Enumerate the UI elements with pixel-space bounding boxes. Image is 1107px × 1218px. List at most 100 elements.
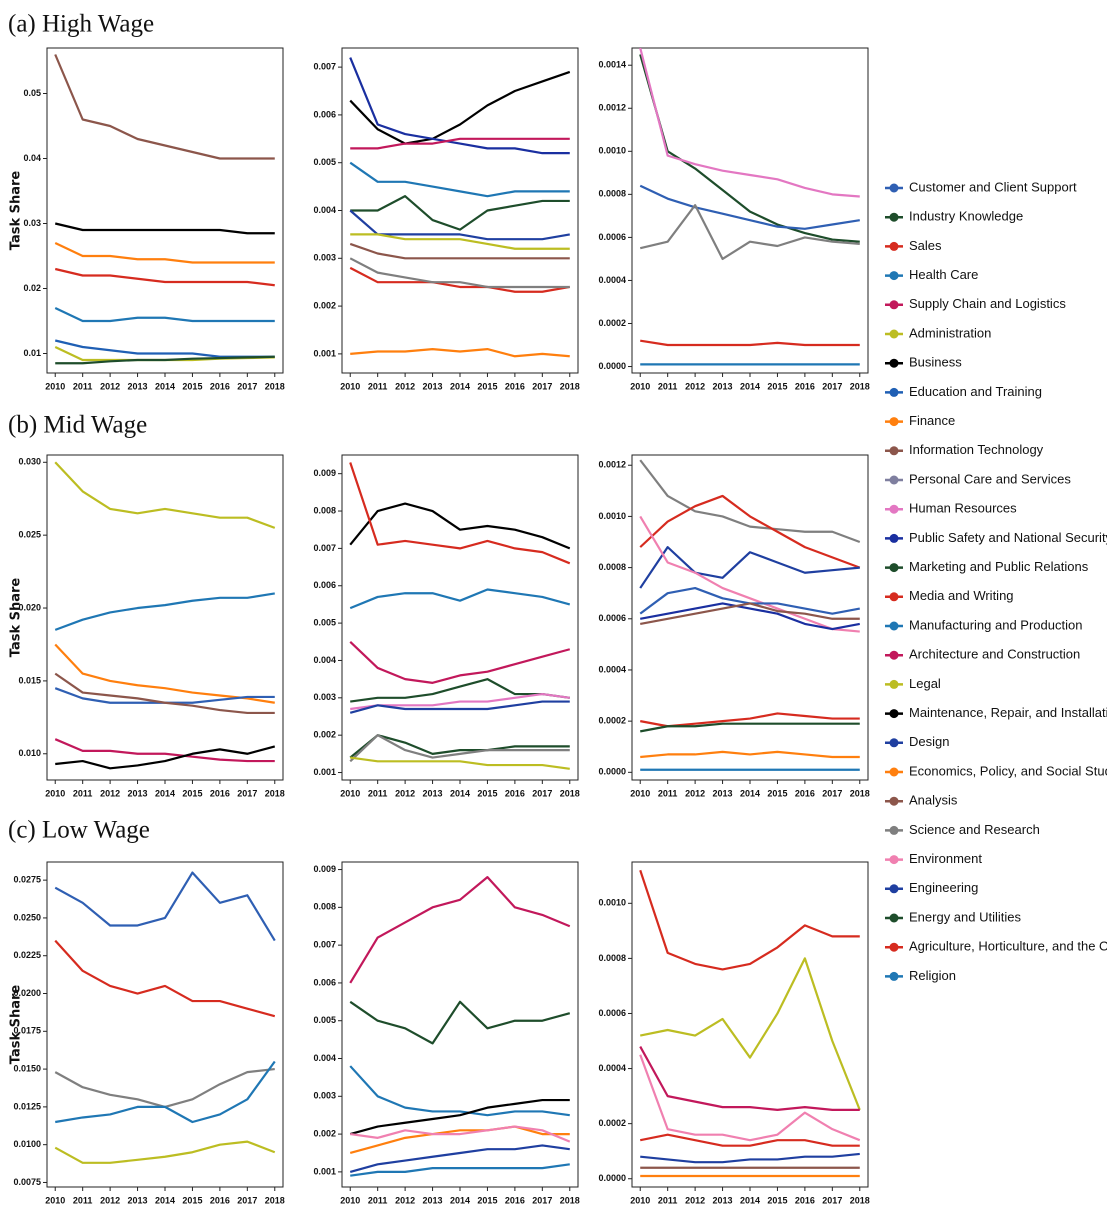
legend-marker [889,971,899,981]
x-tick-label: 2018 [265,788,285,798]
series-line [639,48,860,198]
x-tick-label: 2014 [740,1195,760,1205]
x-tick-label: 2012 [100,1195,120,1205]
legend-label: Economics, Policy, and Social Studies [909,763,1107,778]
legend-label: Personal Care and Services [909,471,1071,486]
legend-marker [889,241,899,251]
legend-entry: Engineering [885,880,978,895]
legend-entry: Human Resources [885,501,1017,516]
x-tick-label: 2014 [740,788,760,798]
x-tick-label: 2016 [795,1195,815,1205]
x-tick-label: 2016 [505,788,525,798]
x-tick-label: 2011 [658,381,678,391]
x-tick-label: 2011 [73,1195,93,1205]
y-tick-label: 0.0012 [598,460,626,470]
series-line [54,871,276,942]
x-tick-label: 2017 [237,381,257,391]
x-tick-label: 2015 [477,1195,497,1205]
x-tick-label: 2017 [822,381,842,391]
x-tick-label: 2013 [423,1195,443,1205]
legend-marker [889,592,899,602]
y-tick-label: 0.0010 [598,146,626,156]
panel: 0.0000 0.0002 0.0004 0.0006 0.0008 0.0010 2010… [598,861,870,1205]
legend-marker [889,796,899,806]
series-line [350,348,570,358]
series-line [54,939,276,1018]
x-tick-label: 2017 [532,1195,552,1205]
x-tick-label: 2015 [767,788,787,798]
x-tick-label: 2016 [210,381,230,391]
legend-label: Information Technology [909,442,1044,457]
y-tick-label: 0.0014 [598,60,626,70]
x-tick-label: 2012 [685,1195,705,1205]
y-tick-label: 0.007 [313,543,336,553]
y-tick-label: 0.001 [313,1166,336,1176]
x-tick-label: 2013 [713,788,733,798]
panel: 0.0000 0.0002 0.0004 0.0006 0.0008 0.0010 0.00… [598,47,870,391]
series-line [54,267,275,287]
legend-label: Sales [909,238,942,253]
legend-marker [889,504,899,514]
legend-entry: Environment [885,851,982,866]
y-tick-label: 0.004 [313,655,336,665]
y-tick-label: 0.0004 [598,664,626,674]
plot-lines [54,871,276,1164]
panel: 0.001 0.002 0.003 0.004 0.005 0.006 0.007 2010 2… [313,47,580,391]
y-tick-label: 0.003 [313,253,336,263]
series-line [55,1060,276,1124]
legend-entry: Energy and Utilities [885,909,1021,924]
legend-marker [889,212,899,222]
legend-label: Energy and Utilities [909,909,1021,924]
x-tick-label: 2014 [155,381,175,391]
legend-label: Finance [909,413,955,428]
legend-marker [889,271,899,281]
legend-marker [889,475,899,485]
y-tick-label: 0.025 [18,530,41,540]
x-tick-label: 2015 [182,381,202,391]
x-tick-label: 2012 [395,381,415,391]
series-line [640,957,861,1111]
series-line [639,515,860,633]
plot-frame [631,454,869,781]
x-tick-label: 2017 [532,381,552,391]
y-tick-label: 0.0006 [598,232,626,242]
y-tick-label: 0.0004 [598,1063,626,1073]
x-tick-label: 2014 [155,788,175,798]
x-tick-label: 2015 [182,1195,202,1205]
series-line [349,257,570,289]
legend-entry: Agriculture, Horticulture, and the Outdo… [885,939,1107,954]
x-tick-label: 2017 [822,1195,842,1205]
legend-marker [889,387,899,397]
series-line [639,869,860,971]
x-tick-label: 2015 [182,788,202,798]
x-tick-label: 2011 [368,788,388,798]
x-tick-label: 2017 [237,1195,257,1205]
series-line [349,161,570,198]
y-tick-label: 0.004 [313,205,336,215]
series-line [640,339,860,347]
legend-marker [889,767,899,777]
panel: 0.0000 0.0002 0.0004 0.0006 0.0008 0.0010 0.00… [598,454,870,798]
legend-label: Analysis [909,793,958,808]
x-tick-label: 2012 [395,788,415,798]
panel: 0.01 0.02 0.03 0.04 0.05 2010 2011 2012 2013 2014… [9,47,285,391]
series-line [349,1000,571,1045]
y-tick-label: 0.009 [313,864,336,874]
x-tick-label: 2010 [340,381,360,391]
legend-entry: Science and Research [885,822,1040,837]
x-tick-label: 2011 [368,381,388,391]
series-line [640,1133,860,1147]
legend-marker [889,650,899,660]
y-tick-label: 0.0008 [598,562,626,572]
legend-marker [889,884,899,894]
x-tick-label: 2011 [368,1195,388,1205]
x-tick-label: 2012 [100,381,120,391]
x-tick-label: 2014 [155,1195,175,1205]
legend-label: Legal [909,676,941,691]
y-tick-label: 0.006 [313,977,336,987]
row-title: (b) Mid Wage [8,412,147,439]
legend-entry: Architecture and Construction [885,647,1080,662]
x-tick-label: 2013 [128,788,148,798]
x-tick-label: 2016 [505,381,525,391]
plot-lines [349,462,571,770]
